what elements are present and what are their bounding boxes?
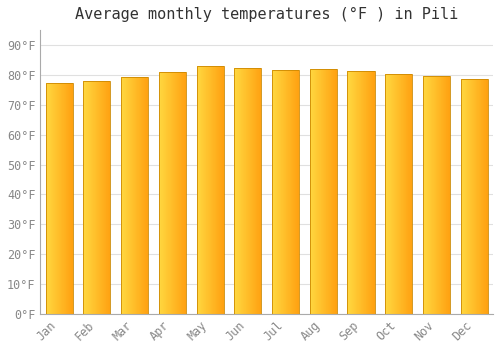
Bar: [310, 69, 337, 314]
Bar: [196, 66, 224, 314]
Bar: [385, 74, 412, 314]
Bar: [423, 76, 450, 314]
Bar: [460, 79, 488, 314]
Bar: [348, 71, 374, 314]
Bar: [234, 68, 262, 314]
Bar: [46, 83, 73, 314]
Title: Average monthly temperatures (°F ) in Pili: Average monthly temperatures (°F ) in Pi…: [75, 7, 458, 22]
Bar: [272, 70, 299, 314]
Bar: [121, 77, 148, 314]
Bar: [159, 72, 186, 314]
Bar: [84, 81, 110, 314]
